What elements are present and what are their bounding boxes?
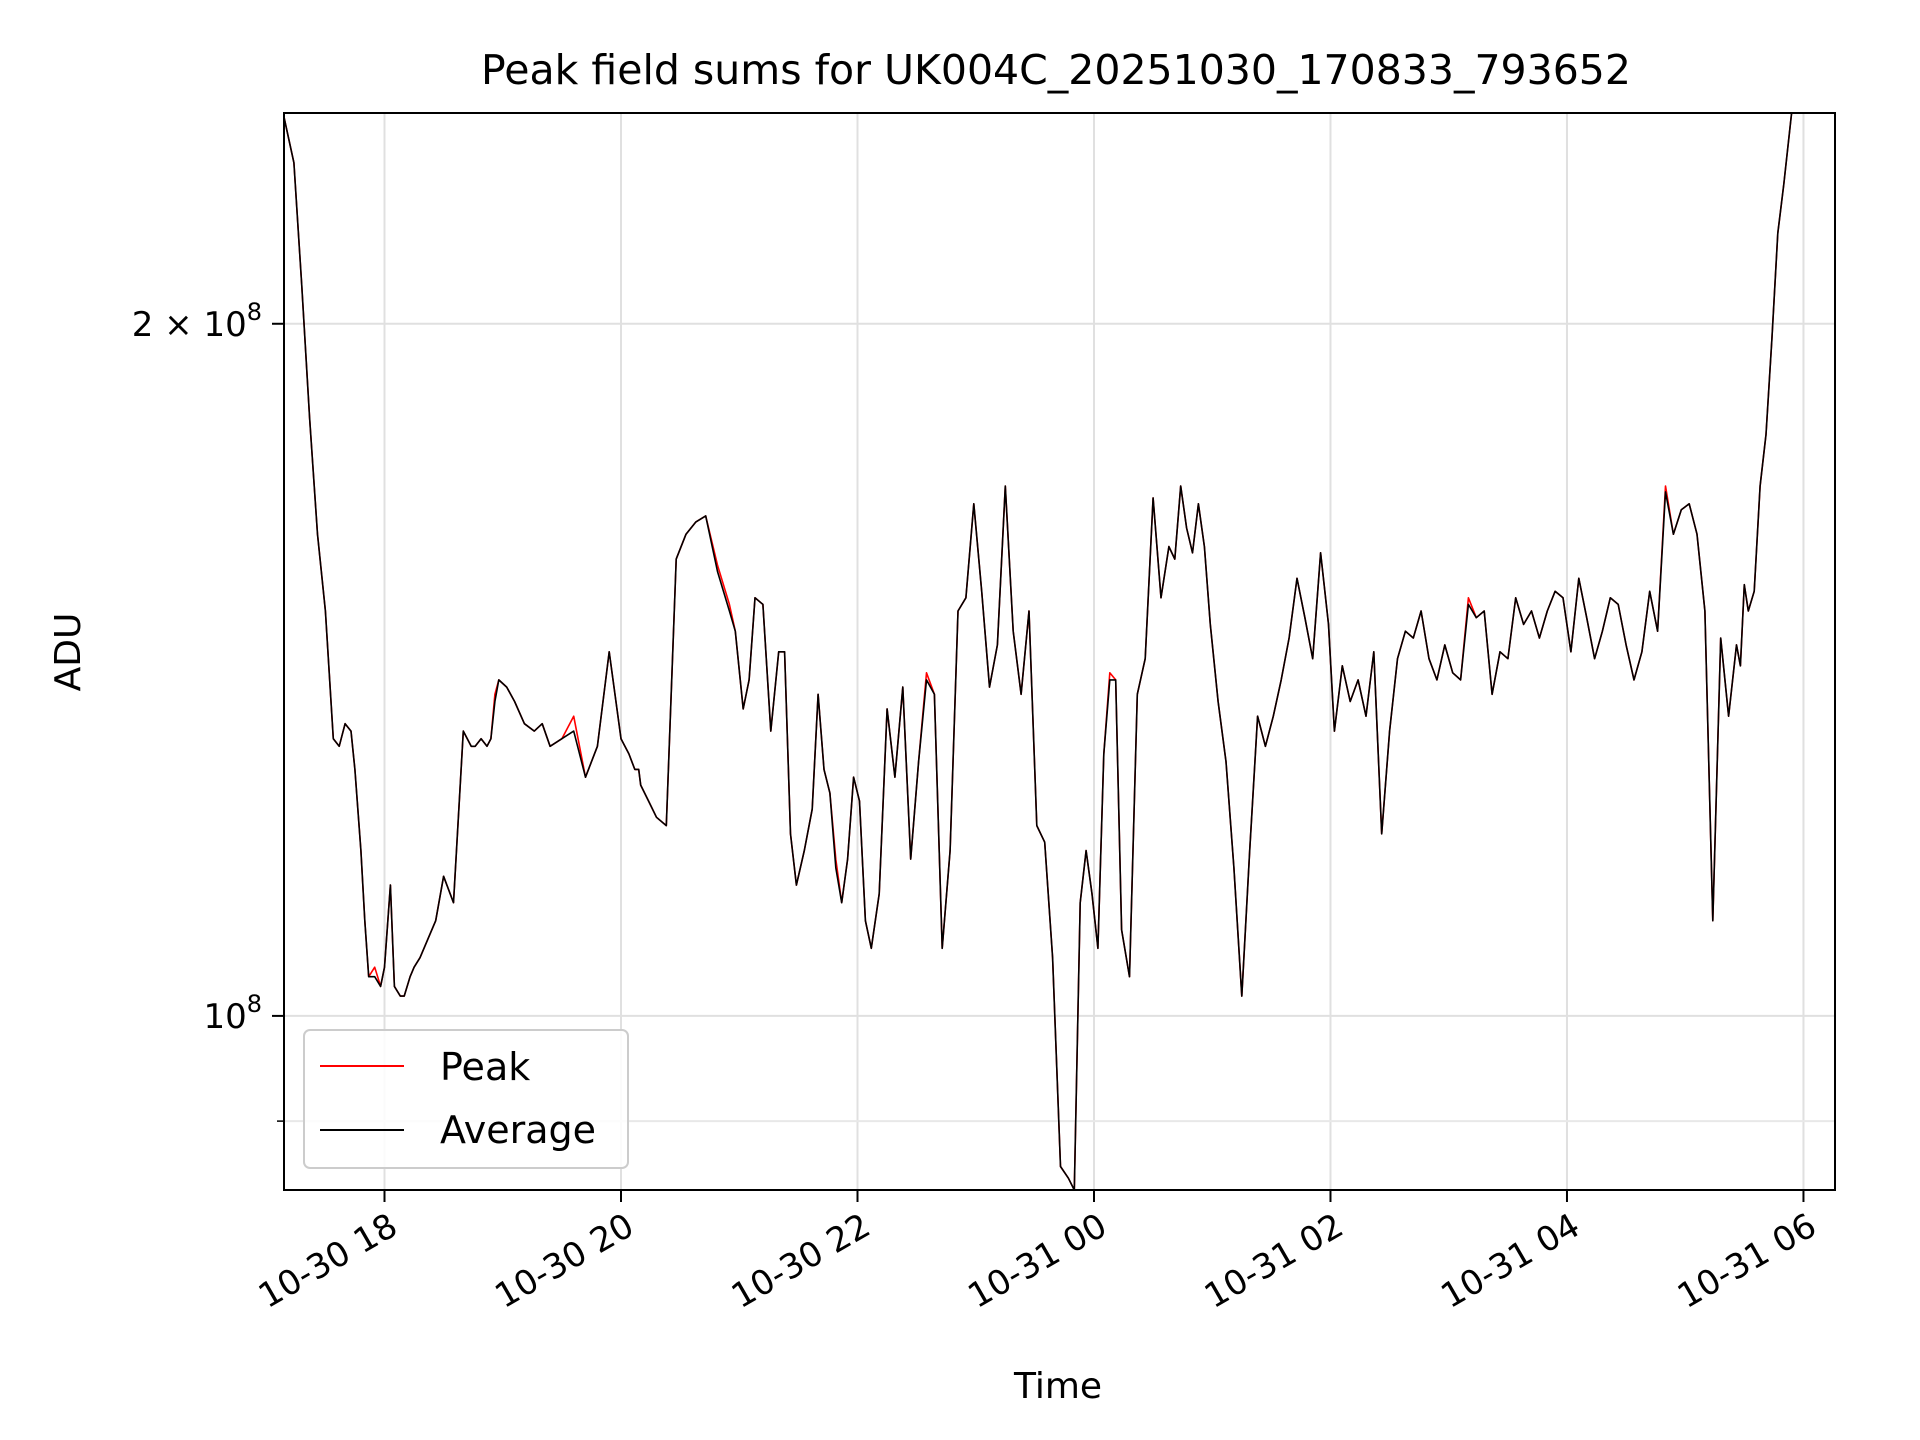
y-tick-label: 108 [203, 990, 262, 1037]
y-axis-label: ADU [48, 613, 89, 692]
legend-label-average: Average [440, 1108, 596, 1152]
legend-box [303, 1029, 629, 1169]
series-line-average [283, 112, 1793, 1191]
y-tick-label: 2 × 108 [132, 298, 262, 345]
plot-frame [283, 112, 1836, 1191]
series-layer [283, 112, 1793, 1191]
x-axis-label: Time [1013, 1366, 1102, 1407]
legend-label-peak: Peak [440, 1045, 530, 1089]
chart-title: Peak field sums for UK004C_20251030_1708… [481, 46, 1631, 94]
legend: Peak Average [303, 1029, 629, 1169]
